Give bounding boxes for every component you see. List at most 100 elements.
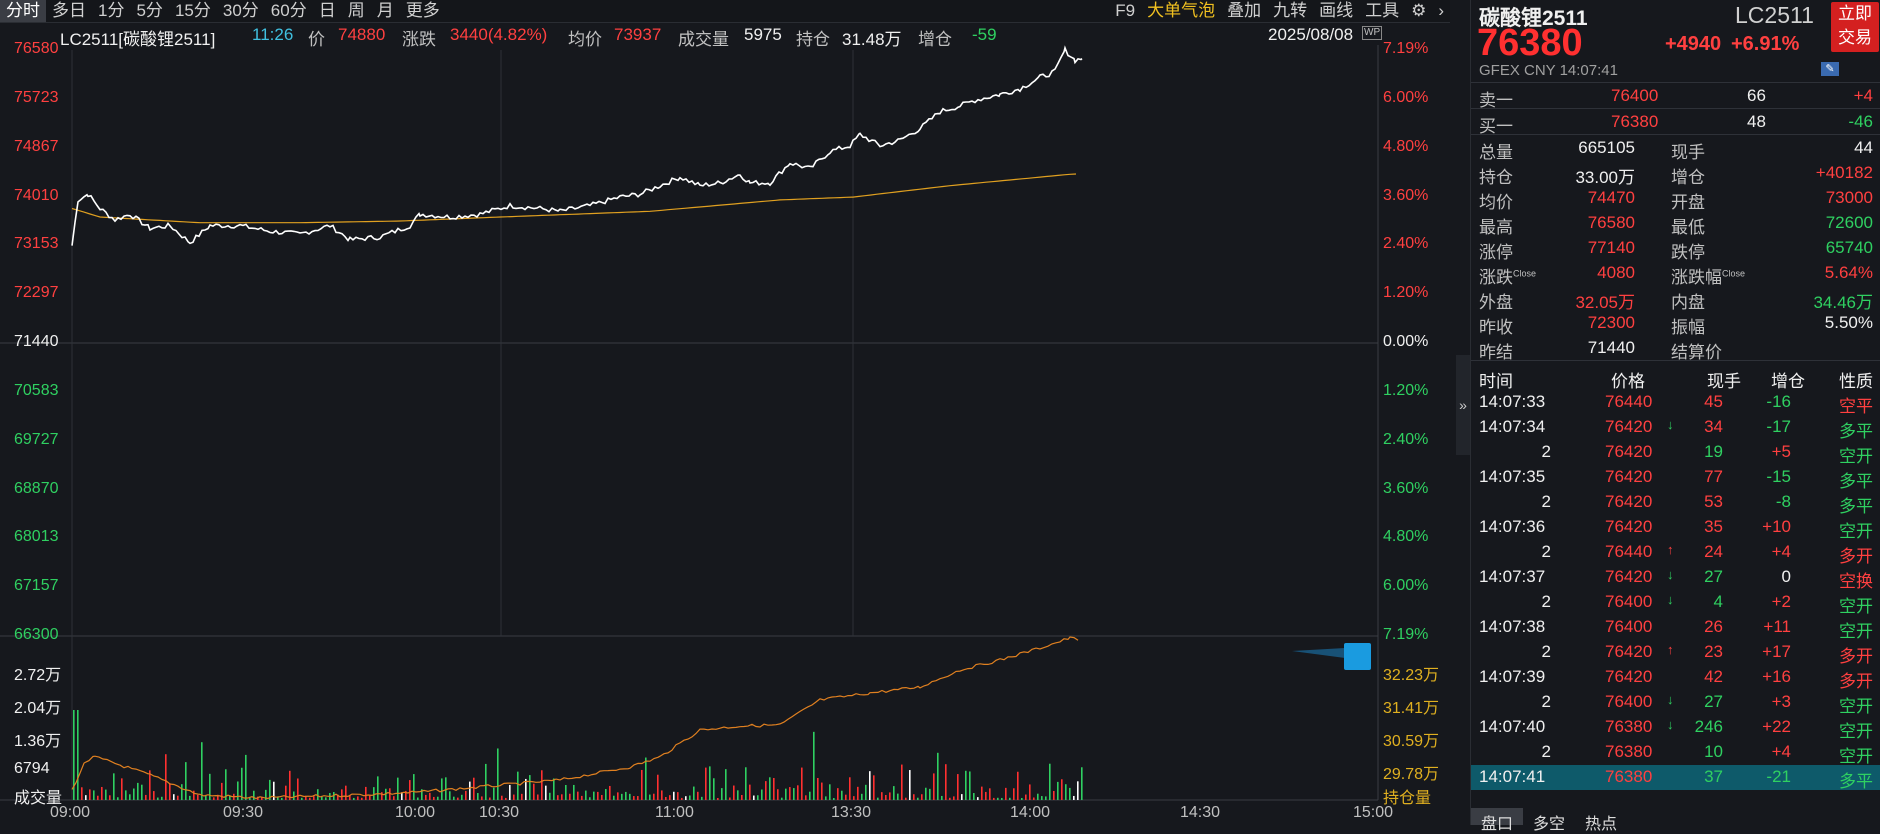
volume-bar — [193, 790, 195, 800]
volume-bar — [977, 797, 979, 800]
stat-label: 现手 — [1671, 143, 1705, 162]
left-labels-8: 69727 — [14, 430, 59, 448]
period-tab-9[interactable]: 月 — [376, 1, 394, 20]
trade-row[interactable]: 14:07:35 76420 77 -15 多平 — [1471, 465, 1880, 491]
intraday-chart[interactable] — [0, 0, 1456, 825]
trade-row[interactable]: 2 76420 ↑ 23 +17 多开 — [1471, 640, 1880, 666]
trade-price: 76400 — [1605, 592, 1653, 611]
volume-bar — [317, 789, 319, 800]
trade-row[interactable]: 2 76400 ↓ 27 +3 空开 — [1471, 690, 1880, 716]
period-tab-8[interactable]: 周 — [347, 1, 365, 20]
volume-bar — [905, 797, 907, 800]
period-tab-0[interactable]: 分时 — [0, 0, 46, 22]
trade-row[interactable]: 14:07:34 76420 ↓ 34 -17 多平 — [1471, 415, 1880, 441]
volume-bar — [789, 787, 791, 800]
tool-button-1[interactable]: 大单气泡 — [1147, 1, 1216, 20]
tool-button-3[interactable]: 九转 — [1273, 1, 1308, 20]
trade-nature: 空开 — [1839, 597, 1873, 616]
volume-bar — [697, 791, 699, 800]
trade-row[interactable]: 2 76420 53 -8 多平 — [1471, 490, 1880, 516]
edit-icon[interactable]: ✎ — [1821, 62, 1839, 76]
trade-price: 76400 — [1605, 617, 1653, 636]
volume-bar — [677, 792, 679, 800]
volume-bar — [265, 789, 267, 800]
trade-price: 76420 — [1605, 567, 1653, 586]
volume-bar — [965, 770, 967, 800]
volume-bar — [197, 794, 199, 800]
stat-value: 5.64% — [1824, 263, 1873, 282]
collapse-panel-button[interactable]: » — [1456, 355, 1470, 455]
volume-bar — [389, 788, 391, 800]
stat-label: 持仓 — [1479, 168, 1513, 187]
right-labels-1: 6.00% — [1383, 88, 1429, 106]
trade-row[interactable]: 14:07:36 76420 35 +10 空开 — [1471, 515, 1880, 541]
volume-bar — [861, 793, 863, 800]
volume-bar — [801, 767, 803, 800]
trade-qty: 42 — [1704, 667, 1723, 686]
trade-row[interactable]: 2 76440 ↑ 24 +4 多开 — [1471, 540, 1880, 566]
period-tab-1[interactable]: 多日 — [52, 1, 86, 20]
stat-label: 涨跌幅Close — [1671, 268, 1746, 287]
volume-bar — [229, 795, 231, 800]
trade-oi-change: +16 — [1762, 667, 1791, 686]
volume-bar — [321, 795, 323, 800]
tool-button-5[interactable]: 工具 — [1365, 1, 1400, 20]
trade-row[interactable]: 14:07:41 76380 37 -21 多平 — [1471, 765, 1880, 791]
vol-right-1: 31.41万 — [1383, 700, 1440, 717]
trade-row[interactable]: 14:07:39 76420 42 +16 多开 — [1471, 665, 1880, 691]
volume-bar — [821, 782, 823, 800]
trade-now-button[interactable]: 立即 交易 — [1831, 2, 1879, 52]
trade-row[interactable]: 14:07:33 76440 45 -16 空平 — [1471, 390, 1880, 416]
volume-bar — [121, 778, 123, 800]
right-labels-3: 3.60% — [1383, 186, 1429, 204]
period-tab-10[interactable]: 更多 — [405, 1, 440, 20]
trade-nature: 空平 — [1839, 397, 1873, 416]
volume-bar — [701, 796, 703, 800]
volume-bar — [585, 790, 587, 800]
volume-bar — [737, 790, 739, 800]
contract-code: LC2511 — [1735, 2, 1814, 28]
volume-bar — [297, 778, 299, 800]
volume-bar — [693, 786, 695, 800]
trade-row[interactable]: 14:07:38 76400 26 +11 空开 — [1471, 615, 1880, 641]
trade-nature: 多开 — [1839, 647, 1873, 666]
bottom-tab-1[interactable]: 多空 — [1533, 816, 1566, 833]
stat-value: 33.00万 — [1575, 168, 1635, 187]
trade-row[interactable]: 2 76420 19 +5 空开 — [1471, 440, 1880, 466]
bottom-tab-2[interactable]: 热点 — [1585, 816, 1618, 833]
volume-bar — [485, 763, 487, 800]
tool-button-2[interactable]: 叠加 — [1227, 1, 1262, 20]
period-tab-4[interactable]: 15分 — [174, 1, 211, 20]
volume-bar — [669, 795, 671, 800]
bottom-tab-0[interactable]: 盘口 — [1471, 808, 1524, 833]
volume-bar — [985, 791, 987, 800]
trade-row[interactable]: 2 76400 ↓ 4 +2 空开 — [1471, 590, 1880, 616]
wp-badge[interactable]: WP — [1362, 26, 1383, 40]
volume-bar — [169, 783, 171, 800]
volume-bar — [77, 710, 79, 800]
volume-bar — [141, 784, 143, 800]
tool-button-4[interactable]: 画线 — [1319, 1, 1354, 20]
trade-price: 76420 — [1605, 642, 1653, 661]
volume-bar — [445, 777, 447, 800]
period-toolbar: 分时 多日 1分 5分 15分 30分 60分日周月更多 F9 大单气泡 叠加 九转 画线 工具 ⚙ › — [0, 0, 1450, 23]
period-tab-3[interactable]: 5分 — [136, 1, 163, 20]
trade-button-line2: 交易 — [1838, 28, 1872, 47]
trade-row[interactable]: 2 76380 10 +4 空开 — [1471, 740, 1880, 766]
period-tab-5[interactable]: 30分 — [222, 1, 259, 20]
volume-bar — [113, 773, 115, 800]
gear-icon[interactable]: ⚙ — [1411, 1, 1427, 20]
period-tab-7[interactable]: 日 — [318, 1, 336, 20]
vol-right-2: 30.59万 — [1383, 733, 1440, 750]
volume-bar — [181, 784, 183, 800]
period-tab-2[interactable]: 1分 — [98, 1, 125, 20]
period-tab-6[interactable]: 60分 — [270, 1, 307, 20]
volume-bar — [269, 779, 271, 800]
trade-nature: 空换 — [1839, 572, 1873, 591]
trade-row[interactable]: 14:07:37 76420 ↓ 27 0 空换 — [1471, 565, 1880, 591]
tool-button-0[interactable]: F9 — [1115, 1, 1136, 20]
trade-row[interactable]: 14:07:40 76380 ↓ 246 +22 空开 — [1471, 715, 1880, 741]
chevron-right-icon[interactable]: › — [1438, 1, 1444, 20]
volume-bar — [953, 796, 955, 800]
volume-bar — [421, 789, 423, 800]
